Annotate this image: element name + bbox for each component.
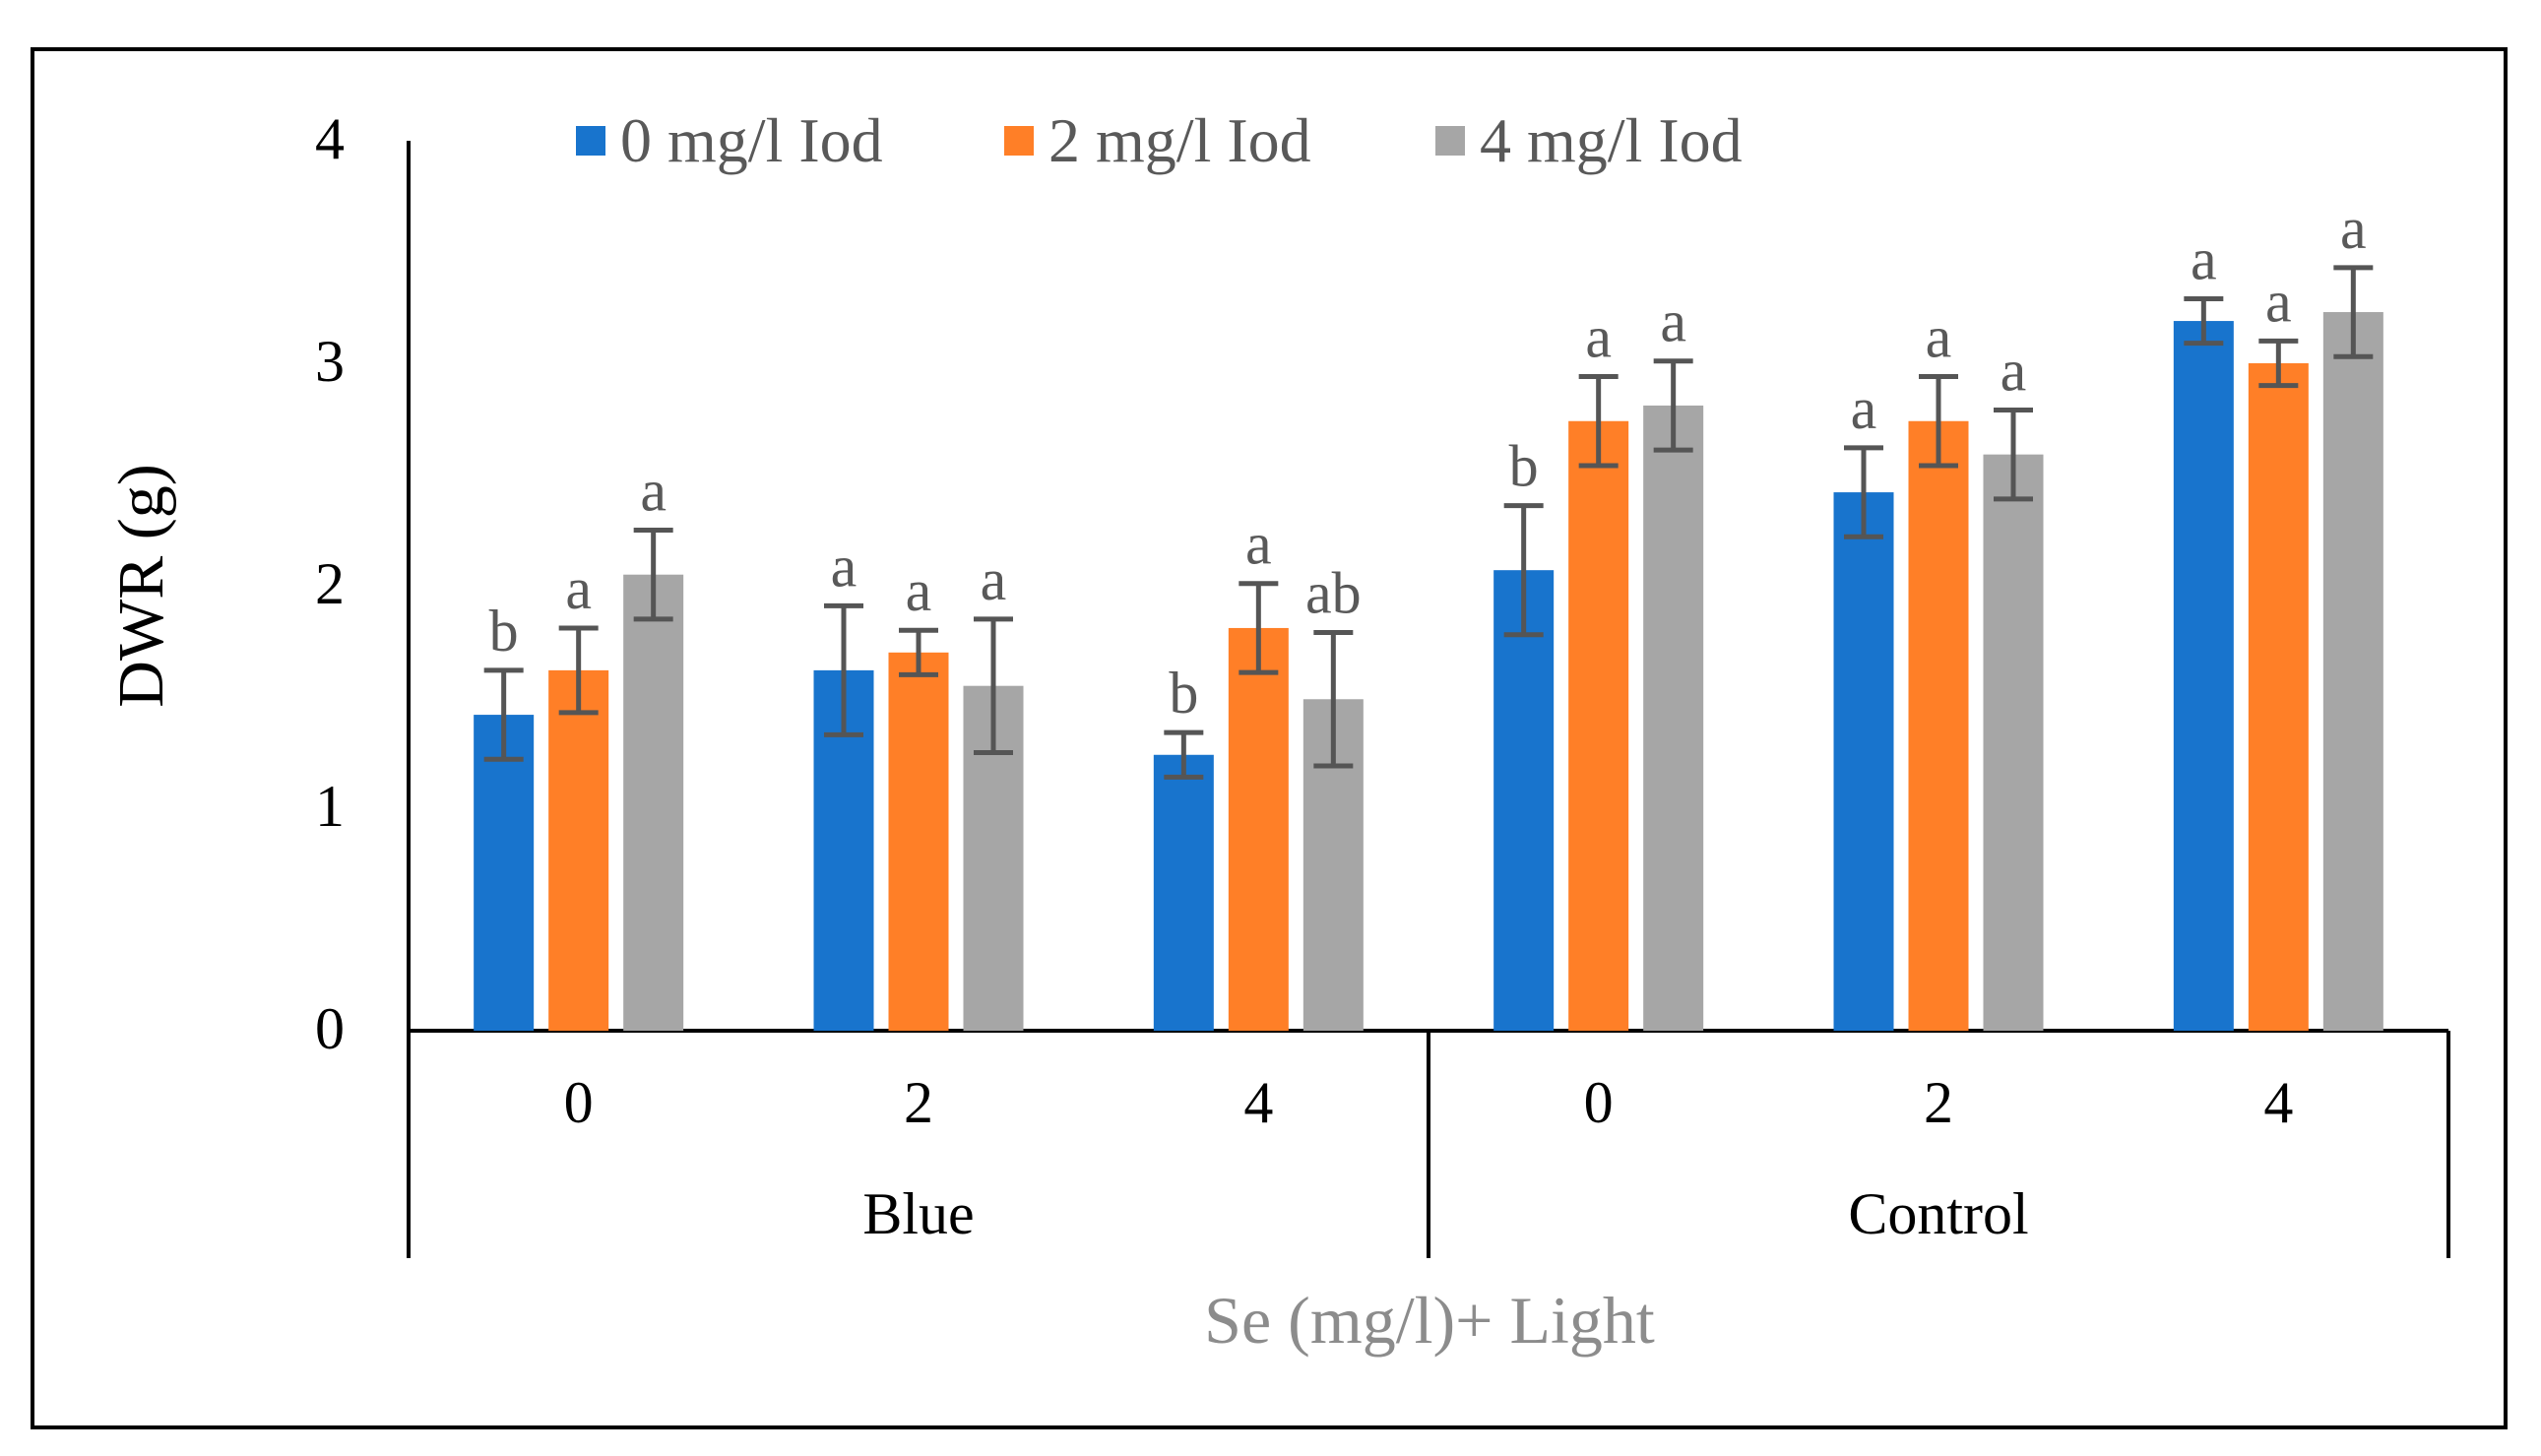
significance-letter: a (981, 547, 1007, 612)
legend-swatch (1004, 126, 1034, 156)
x-tick-label: 4 (2263, 1070, 2293, 1135)
significance-letter: ab (1305, 560, 1362, 625)
significance-letter: a (831, 534, 858, 599)
y-axis-title: DWR (g) (105, 464, 177, 707)
y-tick-label: 1 (315, 774, 345, 839)
bar (1228, 627, 1289, 1031)
bar (2322, 312, 2383, 1031)
significance-letter: a (2265, 269, 2292, 334)
legend-swatch (1435, 126, 1465, 156)
bar (548, 669, 609, 1031)
group-label: Control (1848, 1181, 2028, 1246)
bar (1643, 405, 1704, 1031)
significance-letter: a (1851, 376, 1877, 441)
x-tick-label: 0 (1584, 1070, 1614, 1135)
bar (474, 715, 535, 1031)
significance-letter: a (1660, 289, 1686, 354)
group-label: Blue (862, 1181, 974, 1246)
significance-letter: b (1169, 661, 1198, 726)
bar (2248, 363, 2309, 1031)
significance-letter: b (489, 599, 519, 664)
y-tick-label: 3 (315, 329, 345, 394)
significance-letter: a (565, 556, 592, 621)
bar (1493, 570, 1555, 1031)
axes (407, 141, 2450, 1258)
bar (1983, 454, 2044, 1031)
bar (623, 574, 684, 1031)
bar (888, 652, 949, 1031)
significance-letter: a (640, 459, 667, 524)
significance-letter: a (1926, 305, 1952, 370)
significance-letter: a (1585, 305, 1612, 370)
x-axis-title: Se (mg/l)+ Light (1204, 1283, 1655, 1358)
x-tick-label: 2 (1924, 1070, 1953, 1135)
bar (1153, 754, 1214, 1031)
bar (1833, 492, 1894, 1032)
legend: 0 mg/l Iod 2 mg/l Iod 4 mg/l Iod (576, 105, 1743, 175)
significance-letter: a (1245, 512, 1272, 577)
bar (2173, 321, 2234, 1031)
bar (1908, 420, 1969, 1031)
legend-label: 2 mg/l Iod (1048, 105, 1311, 175)
significance-letter: a (2191, 226, 2217, 291)
y-tick-label: 0 (315, 996, 345, 1061)
significance-letter: a (2340, 196, 2367, 261)
legend-swatch (576, 126, 605, 156)
significance-letter: b (1509, 434, 1539, 499)
y-tick-label: 2 (315, 551, 345, 616)
y-tick-label: 4 (315, 106, 345, 171)
x-tick-label: 0 (564, 1070, 594, 1135)
significance-letter: a (2001, 338, 2027, 403)
legend-label: 4 mg/l Iod (1480, 105, 1743, 175)
x-tick-label: 4 (1243, 1070, 1273, 1135)
x-tick-label: 2 (904, 1070, 933, 1135)
significance-letter: a (906, 558, 932, 623)
legend-label: 0 mg/l Iod (620, 105, 883, 175)
bar (1568, 420, 1629, 1031)
axis-labels: 0 1 2 3 4 0 2 4 Blue 0 2 4 Control DWR (g) Se (mg/l)+ … (105, 106, 2293, 1358)
